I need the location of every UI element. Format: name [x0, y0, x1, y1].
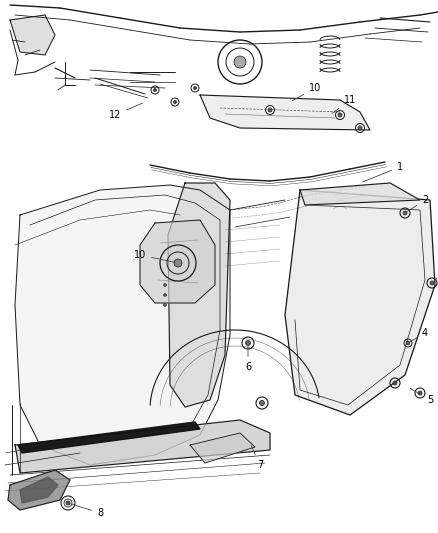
Polygon shape	[10, 15, 55, 55]
Text: 6: 6	[245, 346, 251, 372]
Circle shape	[406, 341, 410, 345]
Circle shape	[259, 400, 265, 406]
Text: 11: 11	[332, 95, 356, 114]
Circle shape	[173, 101, 177, 103]
Text: 10: 10	[293, 83, 321, 101]
Circle shape	[194, 86, 197, 90]
Polygon shape	[8, 470, 70, 510]
Polygon shape	[285, 190, 435, 415]
Circle shape	[418, 391, 422, 395]
Polygon shape	[300, 183, 420, 205]
Text: 4: 4	[410, 328, 428, 342]
Text: 3: 3	[434, 265, 438, 281]
Circle shape	[163, 294, 166, 296]
Polygon shape	[200, 95, 370, 130]
Circle shape	[163, 284, 166, 287]
Circle shape	[358, 126, 362, 130]
Text: 8: 8	[71, 504, 103, 518]
Circle shape	[338, 113, 342, 117]
Circle shape	[174, 259, 182, 267]
Text: 7: 7	[251, 446, 263, 470]
Circle shape	[66, 501, 70, 505]
Circle shape	[430, 281, 434, 285]
Polygon shape	[15, 420, 270, 473]
Text: 2: 2	[407, 195, 428, 212]
Polygon shape	[190, 433, 255, 463]
Circle shape	[403, 211, 407, 215]
Text: 5: 5	[410, 389, 433, 405]
Circle shape	[163, 303, 166, 306]
Text: 1: 1	[363, 162, 403, 182]
Polygon shape	[168, 183, 230, 407]
Polygon shape	[15, 185, 230, 465]
Text: 12: 12	[109, 103, 142, 120]
Circle shape	[393, 381, 397, 385]
Text: 10: 10	[134, 250, 175, 262]
Polygon shape	[20, 477, 58, 503]
Circle shape	[268, 108, 272, 112]
Polygon shape	[18, 422, 200, 453]
Polygon shape	[140, 220, 215, 303]
Circle shape	[153, 88, 156, 92]
Circle shape	[246, 341, 251, 345]
Circle shape	[234, 56, 246, 68]
